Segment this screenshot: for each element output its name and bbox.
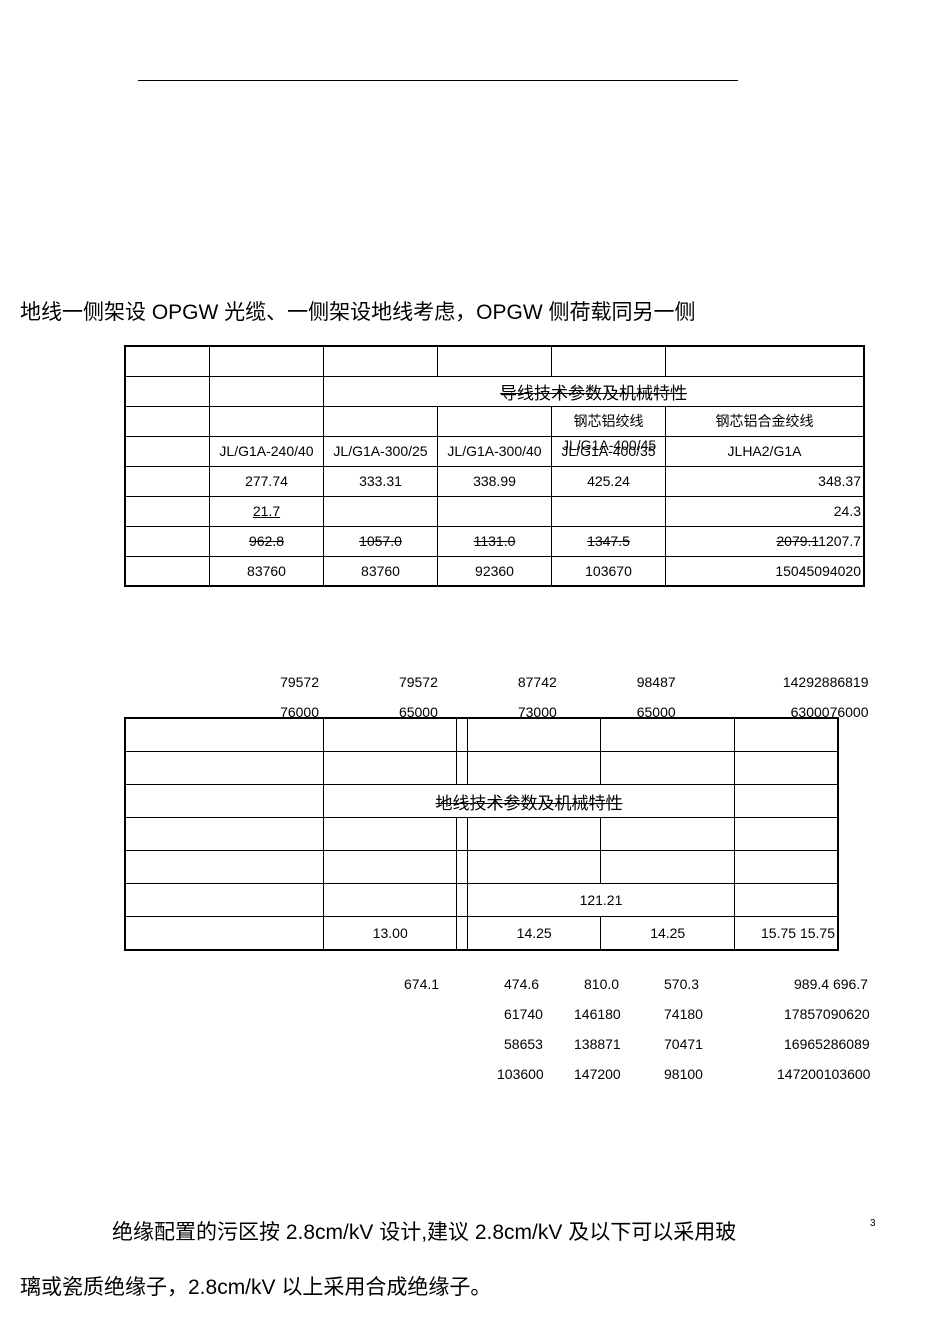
insulation-paragraph: 绝缘配置的污区按 2.8cm/kV 设计,建议 2.8cm/kV 及以下可以采用… xyxy=(70,1206,890,1315)
model-3: JL/G1A-300/40 xyxy=(438,436,552,466)
t2b3: 14.25 xyxy=(467,917,600,951)
r3c3: 1131.0 xyxy=(438,526,552,556)
r1c1: 277.74 xyxy=(210,466,324,496)
r1c2: 333.31 xyxy=(324,466,438,496)
opgw-description: 地线一侧架设 OPGW 光缆、一侧架设地线考虑，OPGW 侧荷载同另一侧 xyxy=(20,296,696,326)
table1-extra-row-a: 79572 79572 87742 98487 14292886819 xyxy=(124,674,869,690)
table1-title: 导线技术参数及机械特性 xyxy=(324,376,865,406)
model-5: JLHA2/G1A xyxy=(666,436,865,466)
r1c6: 348.37 xyxy=(666,466,865,496)
r2c1: 21.7 xyxy=(210,496,324,526)
r2c6: 24.3 xyxy=(666,496,865,526)
conductor-params-table: 导线技术参数及机械特性 钢芯铝绞线钢芯铝合金绞线 JL/G1A-240/40 J… xyxy=(124,345,865,587)
r4c4: 103670 xyxy=(552,556,666,586)
r4c2: 83760 xyxy=(324,556,438,586)
model-4: JL/G1A-400/35JL/G1A-400/45 xyxy=(552,436,666,466)
model-2: JL/G1A-300/25 xyxy=(324,436,438,466)
r3c2: 1057.0 xyxy=(324,526,438,556)
hdr-steel-al: 钢芯铝绞线 xyxy=(552,406,666,436)
t2b4: 14.25 xyxy=(601,917,735,951)
r1c3: 338.99 xyxy=(438,466,552,496)
t2b1: 13.00 xyxy=(324,917,457,951)
table2-title: 地线技术参数及机械特性 xyxy=(324,785,735,818)
r4c6: 15045094020 xyxy=(666,556,865,586)
page-number: 3 xyxy=(870,1218,876,1229)
page-header-rule xyxy=(138,80,738,81)
t2b6: 15.75 15.75 xyxy=(735,917,839,951)
r3c1: 962.8 xyxy=(210,526,324,556)
r4c3: 92360 xyxy=(438,556,552,586)
ground-wire-params-table: 地线技术参数及机械特性 121.21 13.00 14.25 14.25 15.… xyxy=(124,717,839,951)
t2-val-a: 121.21 xyxy=(467,884,734,917)
hdr-steel-alalloy: 钢芯铝合金绞线 xyxy=(666,406,865,436)
r3c4: 1347.5 xyxy=(552,526,666,556)
r4c1: 83760 xyxy=(210,556,324,586)
model-1: JL/G1A-240/40 xyxy=(210,436,324,466)
r3c6: 2079.11207.7 xyxy=(666,526,865,556)
r1c4: 425.24 xyxy=(552,466,666,496)
